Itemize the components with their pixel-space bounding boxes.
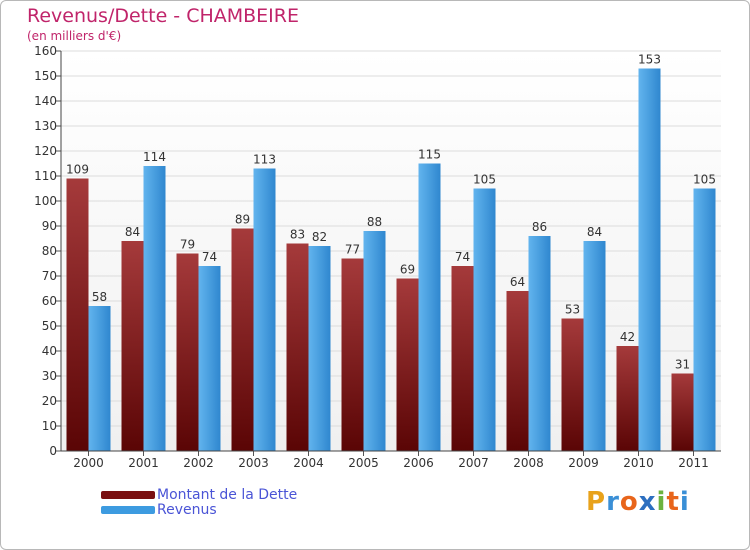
bar-revenus	[473, 188, 496, 451]
data-label: 69	[400, 263, 415, 277]
data-label: 105	[693, 173, 716, 187]
x-tick-label: 2001	[128, 456, 159, 470]
y-tick-label: 110	[34, 169, 57, 183]
chart-title: Revenus/Dette - CHAMBEIRE	[27, 5, 299, 27]
data-label: 109	[66, 163, 89, 177]
data-label: 53	[565, 303, 580, 317]
bar-revenus	[418, 163, 441, 451]
proxiti-logo: Proxiti	[586, 487, 690, 517]
data-label: 88	[367, 215, 382, 229]
data-labels: 109 58 84 114 79 74 89 113 83 82 77 88 69 115 74 105 64 8…	[66, 53, 716, 372]
bar-dette	[451, 266, 474, 451]
grid-lines	[61, 50, 721, 452]
data-label: 58	[92, 290, 107, 304]
bar-revenus	[693, 188, 716, 451]
y-tick-label: 70	[42, 269, 57, 283]
x-tick-label: 2003	[238, 456, 269, 470]
bar-dette	[561, 318, 584, 451]
x-tick-label: 2010	[623, 456, 654, 470]
bar-dette	[616, 346, 639, 451]
data-label: 82	[312, 230, 327, 244]
y-tick-label: 20	[42, 394, 57, 408]
data-label: 31	[675, 358, 690, 372]
y-tick-label: 0	[49, 444, 57, 458]
data-label: 64	[510, 275, 525, 289]
data-label: 79	[180, 238, 195, 252]
y-tick-label: 140	[34, 94, 57, 108]
data-label: 84	[125, 225, 140, 239]
bar-revenus	[198, 266, 221, 451]
legend-swatch-debt	[101, 491, 155, 499]
x-tick-label: 2002	[183, 456, 214, 470]
bar-dette	[176, 253, 199, 451]
data-label: 105	[473, 173, 496, 187]
bar-revenus	[253, 168, 276, 451]
y-tick-label: 40	[42, 344, 57, 358]
y-tick-label: 60	[42, 294, 57, 308]
x-tick-label: 2004	[293, 456, 324, 470]
y-tick-label: 130	[34, 119, 57, 133]
bar-dette	[121, 241, 144, 451]
y-tick-label: 90	[42, 219, 57, 233]
data-label: 77	[345, 243, 360, 257]
data-label: 84	[587, 225, 602, 239]
bar-dette	[286, 243, 309, 451]
x-tick-label: 2008	[513, 456, 544, 470]
y-tick-label: 10	[42, 419, 57, 433]
y-tick-label: 30	[42, 369, 57, 383]
y-tick-label: 150	[34, 69, 57, 83]
data-label: 115	[418, 148, 441, 162]
y-tick-label: 80	[42, 244, 57, 258]
chart-subtitle: (en milliers d'€)	[27, 29, 122, 43]
data-label: 153	[638, 53, 661, 67]
data-label: 114	[143, 150, 166, 164]
bar-dette	[506, 291, 529, 451]
legend-item-revenus: Revenus	[101, 502, 217, 518]
x-tick-label: 2007	[458, 456, 489, 470]
bar-revenus	[583, 241, 606, 451]
legend-label-revenus: Revenus	[157, 502, 217, 518]
data-label: 89	[235, 213, 250, 227]
legend-item-debt: Montant de la Dette	[101, 487, 297, 503]
x-tick-label: 2000	[73, 456, 104, 470]
bar-dette	[231, 228, 254, 451]
bar-revenus	[363, 231, 386, 451]
bar-revenus	[308, 246, 331, 451]
x-tick-label: 2009	[568, 456, 599, 470]
y-tick-label: 160	[34, 44, 57, 58]
bar-dette	[396, 278, 419, 451]
y-tick-label: 50	[42, 319, 57, 333]
data-label: 74	[455, 250, 470, 264]
data-label: 74	[202, 250, 217, 264]
x-tick-label: 2006	[403, 456, 434, 470]
x-tick-label: 2011	[678, 456, 709, 470]
bar-dette	[671, 373, 694, 451]
bar-dette	[66, 178, 89, 451]
data-label: 86	[532, 220, 547, 234]
bar-revenus	[88, 306, 111, 451]
bars	[66, 68, 716, 451]
bar-dette	[341, 258, 364, 451]
y-tick-label: 120	[34, 144, 57, 158]
data-label: 113	[253, 153, 276, 167]
bar-revenus	[638, 68, 661, 451]
data-label: 83	[290, 228, 305, 242]
bar-revenus	[143, 166, 166, 451]
bar-revenus	[528, 236, 551, 451]
data-label: 42	[620, 330, 635, 344]
x-tick-label: 2005	[348, 456, 379, 470]
legend-label-debt: Montant de la Dette	[157, 487, 298, 503]
legend-swatch-revenus	[101, 506, 155, 514]
y-tick-label: 100	[34, 194, 57, 208]
axes: 0 10 20 30 40 50 60 70 80 90 100 110 120 130 140 150 160…	[34, 44, 721, 470]
